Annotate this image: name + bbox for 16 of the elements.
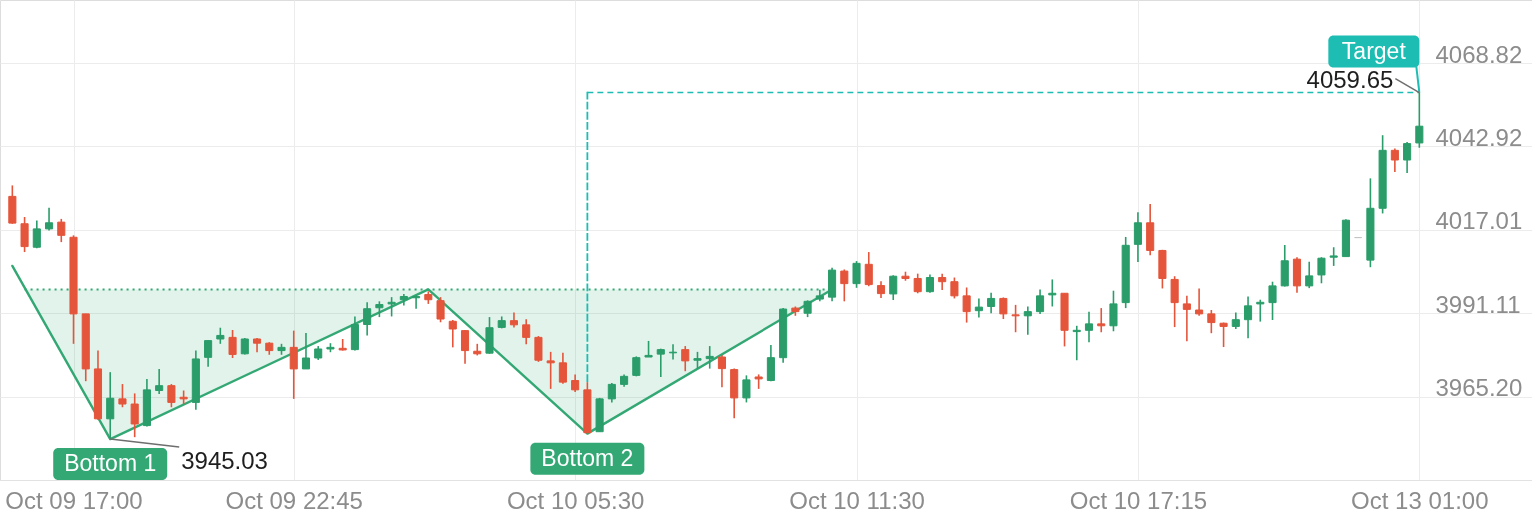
- annotation: Bottom 1: [64, 450, 157, 477]
- data-label: 4059.65: [1306, 65, 1394, 93]
- y-tick-label: 4042.92: [1435, 123, 1523, 151]
- x-tick-label: Oct 09 22:45: [225, 486, 363, 514]
- y-tick-label: 3991.11: [1435, 290, 1521, 318]
- x-tick-label: Oct 09 17:00: [5, 486, 143, 514]
- x-tick-label: Oct 10 05:30: [506, 486, 645, 514]
- y-tick-label: 4068.82: [1435, 40, 1523, 68]
- y-tick-label: 4017.01: [1435, 207, 1523, 235]
- annotation: 3945.03: [181, 447, 268, 475]
- annotation: Target: [1341, 37, 1407, 64]
- x-tick-label: Oct 13 01:00: [1351, 486, 1489, 514]
- annotation: Bottom 2: [541, 444, 634, 471]
- x-tick-label: Oct 10 17:15: [1069, 486, 1208, 514]
- x-tick-label: Oct 10 11:30: [789, 486, 925, 514]
- y-tick-label: 3965.20: [1435, 374, 1523, 402]
